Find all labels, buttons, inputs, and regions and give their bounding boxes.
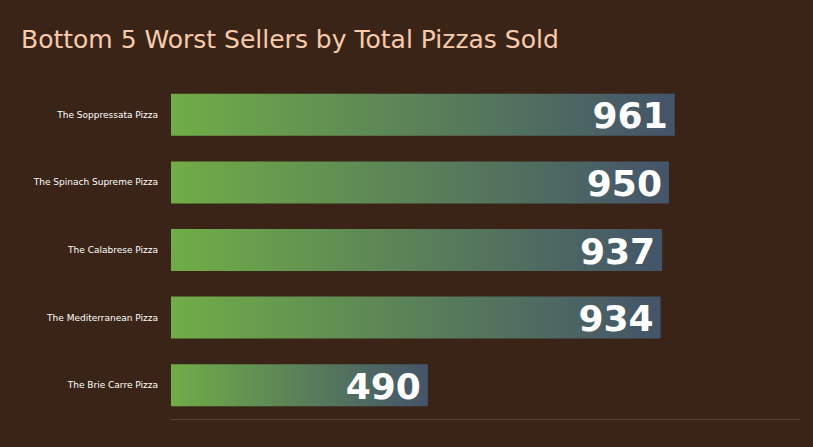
svg-text:490: 490 [346,366,421,407]
svg-text:950: 950 [587,163,662,204]
svg-text:The Spinach Supreme Pizza: The Spinach Supreme Pizza [33,177,158,187]
svg-text:961: 961 [593,95,668,136]
svg-text:The Mediterranean Pizza: The Mediterranean Pizza [46,313,158,323]
svg-text:The Brie Carre Pizza: The Brie Carre Pizza [67,380,158,390]
svg-text:Bottom 5 Worst Sellers by Tota: Bottom 5 Worst Sellers by Total Pizzas S… [21,25,559,54]
svg-text:The Soppressata Pizza: The Soppressata Pizza [56,110,158,120]
svg-text:937: 937 [580,231,655,272]
svg-text:934: 934 [578,298,653,339]
svg-text:The Calabrese Pizza: The Calabrese Pizza [67,245,158,255]
